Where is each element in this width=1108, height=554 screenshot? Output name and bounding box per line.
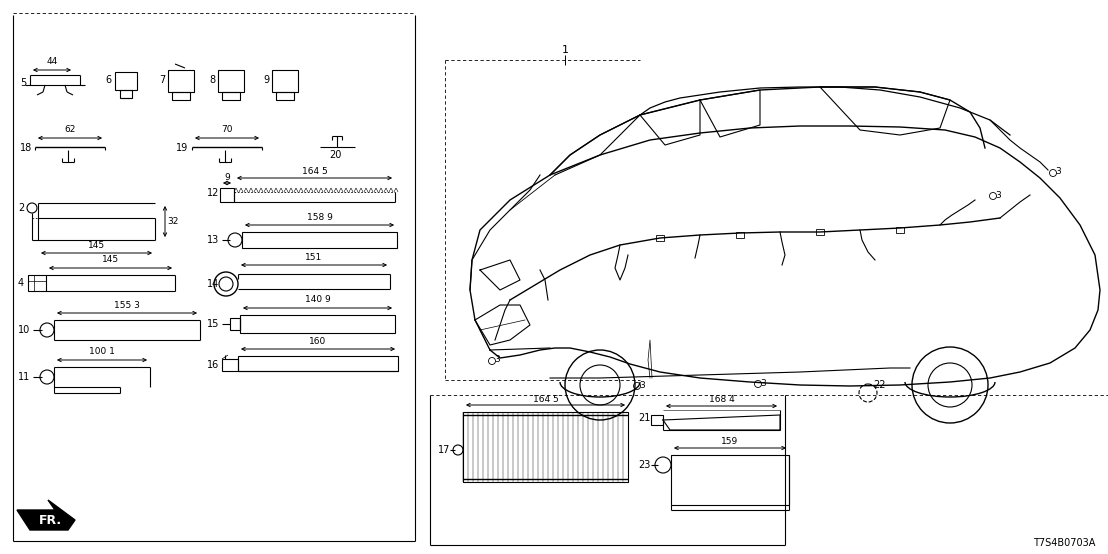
Text: 22: 22 [874,380,886,390]
Text: 15: 15 [207,319,219,329]
Bar [463,412,628,482]
Text: 164 5: 164 5 [533,394,558,403]
Bar [656,235,664,241]
Text: 12: 12 [207,188,219,198]
Bar [120,90,132,98]
Text: 164 5: 164 5 [301,167,327,177]
Text: FR.: FR. [39,514,62,526]
Bar [172,92,189,100]
Polygon shape [17,500,75,530]
Text: 32: 32 [167,217,178,226]
Text: 3: 3 [639,381,645,389]
Text: 145: 145 [88,240,105,249]
Bar [815,229,824,235]
Text: 151: 151 [306,253,322,261]
Bar [271,70,298,92]
Bar [652,415,663,425]
Text: 145: 145 [102,255,119,264]
Bar [671,455,789,505]
Bar [222,359,238,371]
Text: 3: 3 [1055,167,1060,177]
Text: 18: 18 [20,143,32,153]
Text: 155 3: 155 3 [114,300,140,310]
Bar [28,275,47,291]
Bar [276,92,294,100]
Text: 100 1: 100 1 [89,347,115,357]
Bar [220,188,234,202]
Text: 20: 20 [329,150,341,160]
Bar [896,227,904,233]
Text: 160: 160 [309,336,327,346]
Bar [222,92,240,100]
Bar [230,318,240,330]
Text: 11: 11 [18,372,30,382]
Text: 158 9: 158 9 [307,213,332,222]
Text: 3: 3 [995,191,1001,199]
Text: 62: 62 [64,126,75,135]
Text: 44: 44 [47,58,58,66]
Text: 14: 14 [207,279,219,289]
Text: 70: 70 [222,126,233,135]
Text: 2: 2 [18,203,24,213]
Text: 9: 9 [264,75,270,85]
Text: 13: 13 [207,235,219,245]
Text: 168 4: 168 4 [709,396,735,404]
Text: 6: 6 [105,75,111,85]
Bar [115,72,137,90]
Text: 159: 159 [721,438,739,447]
Text: 19: 19 [176,143,188,153]
Text: 5: 5 [20,78,27,88]
Text: 21: 21 [638,413,650,423]
Text: 9: 9 [224,172,229,182]
Text: 16: 16 [207,360,219,370]
Text: 10: 10 [18,325,30,335]
Text: 1: 1 [562,45,568,55]
Bar [168,70,194,92]
Bar [242,232,397,248]
Bar [736,232,743,238]
Bar [218,70,244,92]
Text: 4: 4 [18,278,24,288]
Text: 23: 23 [638,460,650,470]
Text: 3: 3 [760,378,766,387]
Bar [238,356,398,371]
Text: 8: 8 [209,75,215,85]
Bar [240,315,394,333]
Text: 7: 7 [158,75,165,85]
Text: 3: 3 [494,356,500,365]
Text: 17: 17 [438,445,450,455]
Text: 140 9: 140 9 [305,295,330,305]
Text: T7S4B0703A: T7S4B0703A [1033,538,1095,548]
